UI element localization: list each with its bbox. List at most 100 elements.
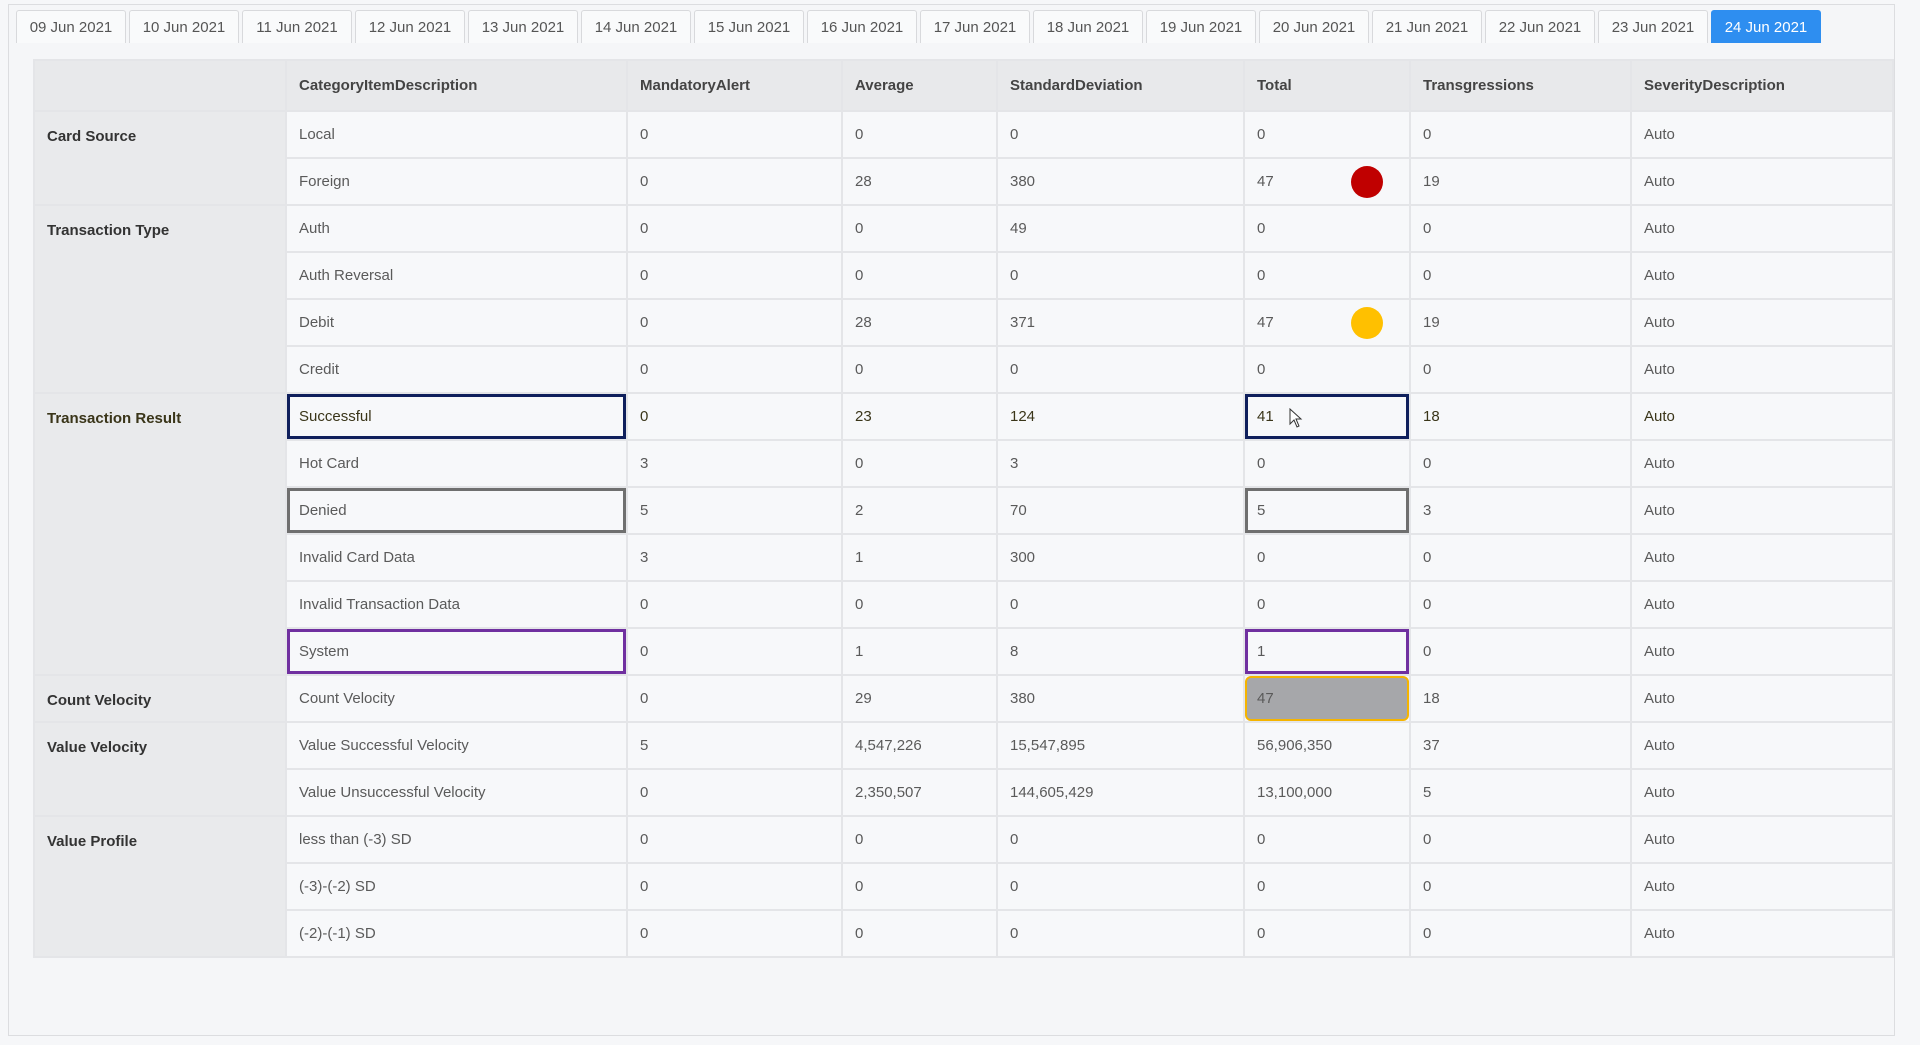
cell-transgressions[interactable]: 0 bbox=[1409, 580, 1632, 629]
cell-standard-deviation[interactable]: 0 bbox=[996, 909, 1245, 958]
cell-category-item[interactable]: Count Velocity bbox=[285, 674, 628, 723]
cell-severity[interactable]: Auto bbox=[1630, 815, 1894, 864]
table-row[interactable]: System 0 1 8 1 0 Auto bbox=[34, 627, 1894, 676]
cell-total[interactable]: 0 bbox=[1243, 204, 1411, 253]
cell-transgressions[interactable]: 0 bbox=[1409, 345, 1632, 394]
cell-mandatory-alert[interactable]: 0 bbox=[626, 204, 843, 253]
cell-severity[interactable]: Auto bbox=[1630, 721, 1894, 770]
cell-standard-deviation[interactable]: 0 bbox=[996, 110, 1245, 159]
cell-category-item[interactable]: Foreign bbox=[285, 157, 628, 206]
cell-transgressions[interactable]: 0 bbox=[1409, 862, 1632, 911]
cell-standard-deviation[interactable]: 0 bbox=[996, 815, 1245, 864]
cell-total[interactable]: 13,100,000 bbox=[1243, 768, 1411, 817]
column-header-blank[interactable] bbox=[33, 59, 287, 112]
cell-mandatory-alert[interactable]: 5 bbox=[626, 721, 843, 770]
cell-total[interactable]: 0 bbox=[1243, 909, 1411, 958]
cell-severity[interactable]: Auto bbox=[1630, 909, 1894, 958]
table-row[interactable]: (-2)-(-1) SD 0 0 0 0 0 Auto bbox=[34, 909, 1894, 958]
cell-mandatory-alert[interactable]: 0 bbox=[626, 110, 843, 159]
cell-total[interactable]: 47 bbox=[1243, 674, 1411, 723]
table-row[interactable]: Card Source Local 0 0 0 0 0 Auto bbox=[33, 110, 1894, 206]
cell-transgressions[interactable]: 19 bbox=[1409, 157, 1632, 206]
cell-total[interactable]: 0 bbox=[1243, 862, 1411, 911]
cell-average[interactable]: 0 bbox=[841, 815, 998, 864]
cell-total[interactable]: 47 bbox=[1243, 298, 1411, 347]
cell-category-item[interactable]: Local bbox=[285, 110, 628, 159]
cell-total[interactable]: 41 bbox=[1243, 392, 1411, 441]
tab-12-jun-2021[interactable]: 12 Jun 2021 bbox=[355, 10, 465, 43]
cell-standard-deviation[interactable]: 144,605,429 bbox=[996, 768, 1245, 817]
table-row[interactable]: Auth Reversal 0 0 0 0 0 Auto bbox=[34, 251, 1894, 300]
cell-average[interactable]: 0 bbox=[841, 345, 998, 394]
cell-severity[interactable]: Auto bbox=[1630, 627, 1894, 676]
cell-average[interactable]: 0 bbox=[841, 110, 998, 159]
tab-20-jun-2021[interactable]: 20 Jun 2021 bbox=[1259, 10, 1369, 43]
cell-standard-deviation[interactable]: 380 bbox=[996, 157, 1245, 206]
cell-transgressions[interactable]: 19 bbox=[1409, 298, 1632, 347]
cell-total[interactable]: 0 bbox=[1243, 345, 1411, 394]
cell-average[interactable]: 28 bbox=[841, 157, 998, 206]
cell-category-item[interactable]: Credit bbox=[285, 345, 628, 394]
table-row[interactable]: Count Velocity Count Velocity 0 29 380 47 18 Au… bbox=[33, 674, 1894, 723]
tab-19-jun-2021[interactable]: 19 Jun 2021 bbox=[1146, 10, 1256, 43]
cell-average[interactable]: 2,350,507 bbox=[841, 768, 998, 817]
cell-mandatory-alert[interactable]: 0 bbox=[626, 768, 843, 817]
cell-average[interactable]: 1 bbox=[841, 627, 998, 676]
cell-severity[interactable]: Auto bbox=[1630, 204, 1894, 253]
table-row[interactable]: Hot Card 3 0 3 0 0 Auto bbox=[34, 439, 1894, 488]
cell-category-item[interactable]: Value Unsuccessful Velocity bbox=[285, 768, 628, 817]
cell-standard-deviation[interactable]: 0 bbox=[996, 862, 1245, 911]
cell-mandatory-alert[interactable]: 0 bbox=[626, 862, 843, 911]
tab-17-jun-2021[interactable]: 17 Jun 2021 bbox=[920, 10, 1030, 43]
cell-category-item[interactable]: System bbox=[285, 627, 628, 676]
column-header-mandatoryalert[interactable]: MandatoryAlert bbox=[626, 59, 843, 112]
cell-category-item[interactable]: Debit bbox=[285, 298, 628, 347]
cell-average[interactable]: 28 bbox=[841, 298, 998, 347]
cell-total[interactable]: 5 bbox=[1243, 486, 1411, 535]
cell-average[interactable]: 23 bbox=[841, 392, 998, 441]
cell-average[interactable]: 0 bbox=[841, 204, 998, 253]
table-row[interactable]: Value Unsuccessful Velocity 0 2,350,507 144… bbox=[34, 768, 1894, 817]
cell-category-item[interactable]: Value Successful Velocity bbox=[285, 721, 628, 770]
cell-standard-deviation[interactable]: 0 bbox=[996, 580, 1245, 629]
cell-severity[interactable]: Auto bbox=[1630, 439, 1894, 488]
cell-total[interactable]: 0 bbox=[1243, 815, 1411, 864]
cell-transgressions[interactable]: 3 bbox=[1409, 486, 1632, 535]
cell-category-item[interactable]: (-2)-(-1) SD bbox=[285, 909, 628, 958]
cell-mandatory-alert[interactable]: 0 bbox=[626, 815, 843, 864]
cell-category-item[interactable]: less than (-3) SD bbox=[285, 815, 628, 864]
table-row[interactable]: Invalid Card Data 3 1 300 0 0 Auto bbox=[34, 533, 1894, 582]
cell-mandatory-alert[interactable]: 0 bbox=[626, 674, 843, 723]
cell-average[interactable]: 29 bbox=[841, 674, 998, 723]
table-row[interactable]: Denied 5 2 70 5 3 Auto bbox=[34, 486, 1894, 535]
cell-transgressions[interactable]: 5 bbox=[1409, 768, 1632, 817]
cell-severity[interactable]: Auto bbox=[1630, 392, 1894, 441]
cell-severity[interactable]: Auto bbox=[1630, 298, 1894, 347]
cell-transgressions[interactable]: 18 bbox=[1409, 392, 1632, 441]
cell-category-item[interactable]: Auth Reversal bbox=[285, 251, 628, 300]
cell-severity[interactable]: Auto bbox=[1630, 674, 1894, 723]
cell-severity[interactable]: Auto bbox=[1630, 862, 1894, 911]
cell-average[interactable]: 0 bbox=[841, 439, 998, 488]
tab-18-jun-2021[interactable]: 18 Jun 2021 bbox=[1033, 10, 1143, 43]
cell-category-item[interactable]: Denied bbox=[285, 486, 628, 535]
cell-severity[interactable]: Auto bbox=[1630, 157, 1894, 206]
cell-severity[interactable]: Auto bbox=[1630, 486, 1894, 535]
column-header-standarddeviation[interactable]: StandardDeviation bbox=[996, 59, 1245, 112]
cell-mandatory-alert[interactable]: 0 bbox=[626, 157, 843, 206]
tab-22-jun-2021[interactable]: 22 Jun 2021 bbox=[1485, 10, 1595, 43]
table-row[interactable]: Transaction Result Successful 0 23 124 41 18 Au… bbox=[33, 392, 1894, 676]
cell-transgressions[interactable]: 0 bbox=[1409, 627, 1632, 676]
tab-21-jun-2021[interactable]: 21 Jun 2021 bbox=[1372, 10, 1482, 43]
cell-standard-deviation[interactable]: 124 bbox=[996, 392, 1245, 441]
cell-transgressions[interactable]: 0 bbox=[1409, 533, 1632, 582]
cell-mandatory-alert[interactable]: 0 bbox=[626, 909, 843, 958]
table-row[interactable]: Foreign 0 28 380 47 19 Auto bbox=[34, 157, 1894, 206]
cell-severity[interactable]: Auto bbox=[1630, 768, 1894, 817]
tab-24-jun-2021[interactable]: 24 Jun 2021 bbox=[1711, 10, 1821, 43]
cell-mandatory-alert[interactable]: 3 bbox=[626, 533, 843, 582]
cell-average[interactable]: 4,547,226 bbox=[841, 721, 998, 770]
cell-standard-deviation[interactable]: 0 bbox=[996, 345, 1245, 394]
tab-13-jun-2021[interactable]: 13 Jun 2021 bbox=[468, 10, 578, 43]
table-row[interactable]: (-3)-(-2) SD 0 0 0 0 0 Auto bbox=[34, 862, 1894, 911]
